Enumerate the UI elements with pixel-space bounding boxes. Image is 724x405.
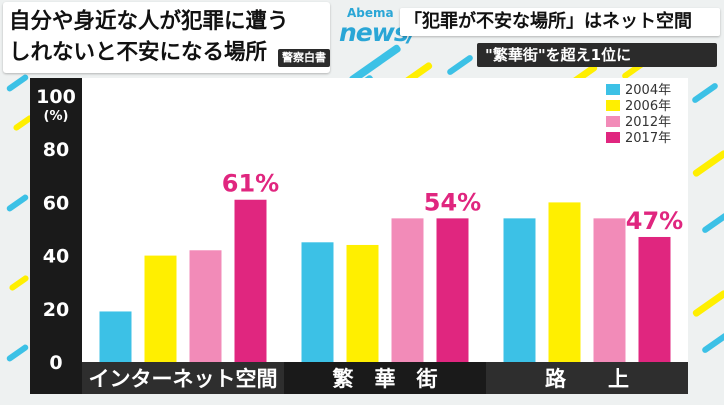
bar <box>99 311 132 362</box>
legend-label: 2004年 <box>625 83 671 98</box>
category-band <box>284 362 486 394</box>
bar <box>391 218 424 362</box>
y-tick-label: 40 <box>43 246 69 268</box>
category-label: 路 上 <box>545 367 629 391</box>
bar <box>503 218 536 362</box>
bar <box>234 199 267 362</box>
y-tick-label: 0 <box>49 352 62 374</box>
abema-news-logo: Abema news/ <box>339 6 417 50</box>
plot-background <box>82 78 688 362</box>
category-axis: インターネット空間 繁 華 街 路 上 <box>82 362 688 394</box>
y-tick-label: 20 <box>43 299 69 321</box>
headline-box: 自分や身近な人が犯罪に遭う しれないと不安になる場所 警察白書 <box>3 2 330 73</box>
legend-swatch <box>606 116 620 127</box>
sub-banner: "繁華街"を超え1位に <box>477 43 717 67</box>
legend-swatch <box>606 100 620 111</box>
category-band <box>82 362 284 394</box>
legend-label: 2012年 <box>625 115 671 130</box>
bar <box>548 202 581 362</box>
source-badge: 警察白書 <box>278 49 330 67</box>
y-axis-background <box>30 78 82 394</box>
sub-banner-text: "繁華街"を超え1位に <box>485 46 632 64</box>
data-label: 54% <box>424 188 481 216</box>
bar <box>301 242 334 362</box>
data-label: 47% <box>626 207 683 235</box>
category-band <box>486 362 688 394</box>
bar <box>593 218 626 362</box>
data-labels: 61% 54% 47% <box>222 170 683 235</box>
category-label: 繁 華 街 <box>333 367 438 391</box>
legend-swatch <box>606 84 620 95</box>
bar <box>144 255 177 362</box>
y-tick-label: 80 <box>43 139 69 161</box>
bar <box>436 218 469 362</box>
headline-line-1: 自分や身近な人が犯罪に遭う <box>9 9 289 34</box>
legend-label: 2006年 <box>625 99 671 114</box>
bar <box>638 236 671 362</box>
data-label: 61% <box>222 170 279 198</box>
plot-area <box>82 78 688 362</box>
y-axis-unit: (%) <box>44 109 69 124</box>
category-label: インターネット空間 <box>89 367 278 391</box>
bar <box>189 250 222 362</box>
legend-label: 2017年 <box>625 131 671 146</box>
y-tick-label: 100 <box>36 86 76 108</box>
banner-text: 「犯罪が不安な場所」はネット空間 <box>404 11 692 32</box>
bar <box>346 244 379 362</box>
bars <box>99 199 671 362</box>
legend-swatch <box>606 132 620 143</box>
logo-text-small: Abema <box>347 6 394 20</box>
y-axis: 0 20 40 60 80 100(%) <box>30 78 82 394</box>
y-tick-label: 60 <box>43 192 69 214</box>
headline-line-2: しれないと不安になる場所 <box>9 40 268 65</box>
headline-banner: 「犯罪が不安な場所」はネット空間 <box>400 8 720 36</box>
